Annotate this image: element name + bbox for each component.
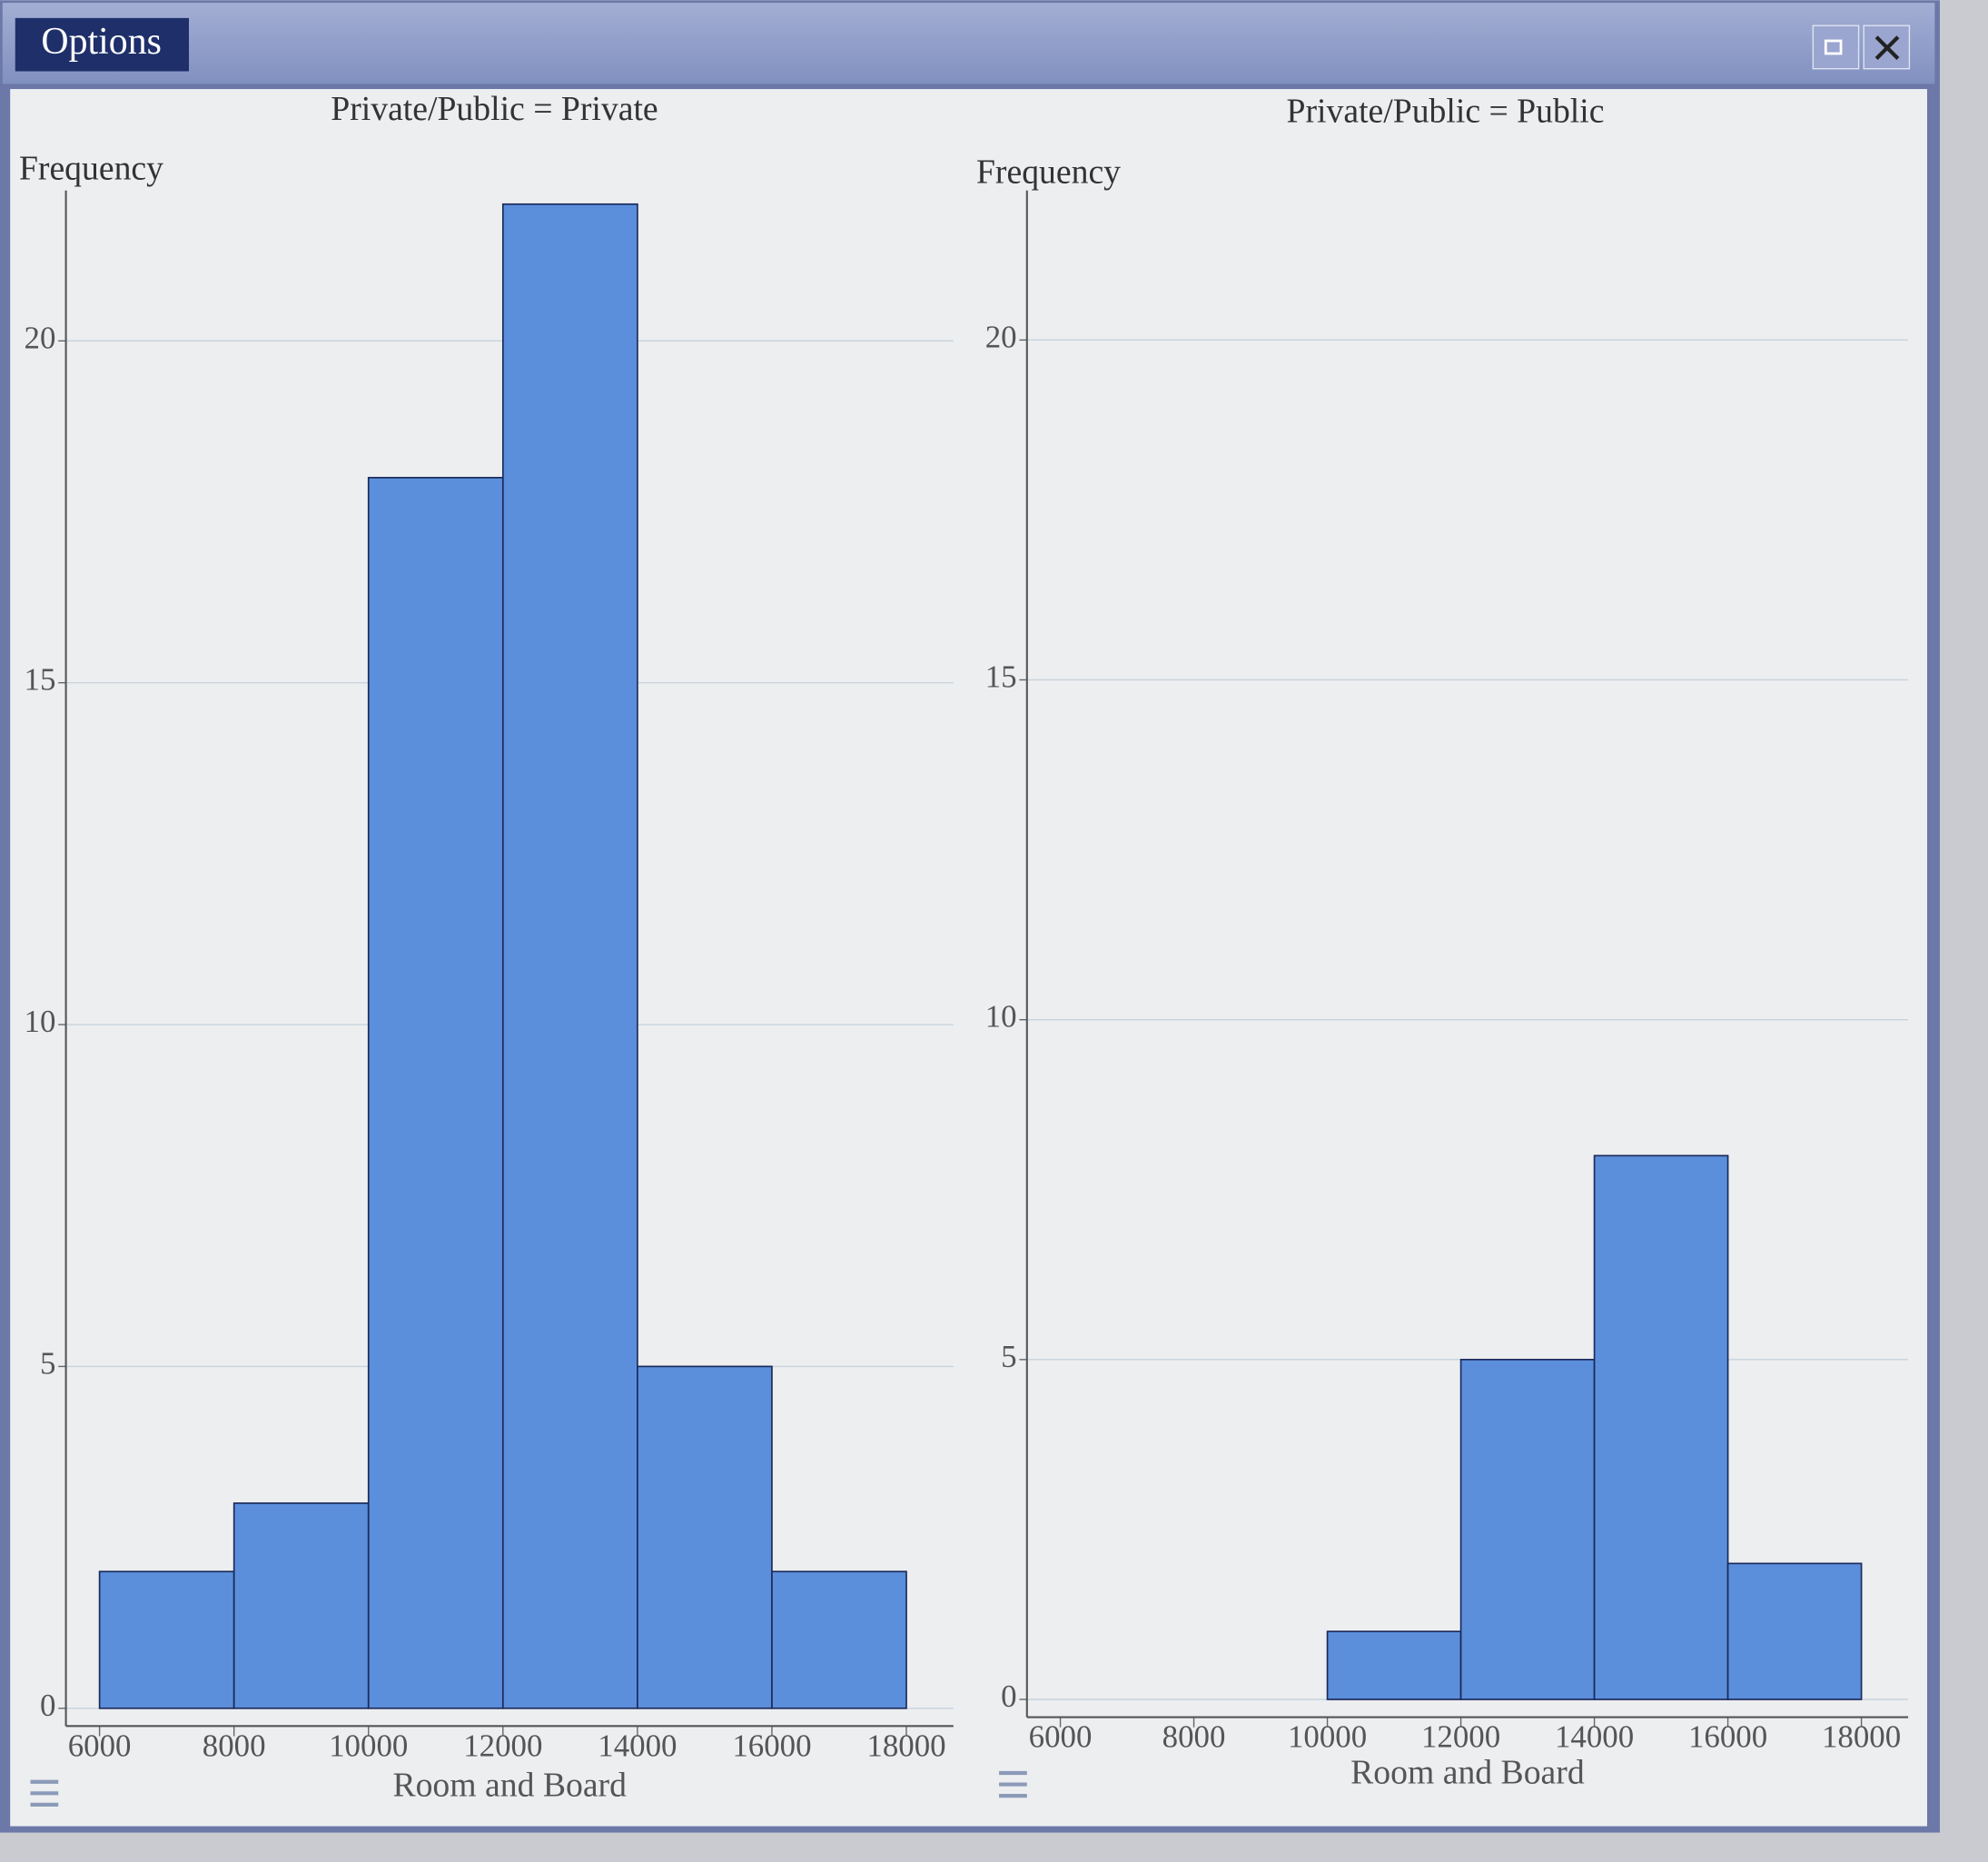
options-button[interactable] <box>15 17 190 72</box>
restore-icon <box>1824 39 1843 55</box>
histogram-bar <box>1593 1154 1729 1700</box>
y-tick-label: 20 <box>985 319 1017 354</box>
x-tick-label: 6000 <box>68 1728 132 1763</box>
y-tick-label: 10 <box>25 1004 56 1039</box>
x-axis-label: Room and Board <box>1350 1753 1585 1791</box>
y-tick-label: 15 <box>25 662 56 698</box>
x-axis-label: Room and Board <box>392 1766 627 1804</box>
x-tick-label: 12000 <box>463 1728 542 1763</box>
x-tick-label: 10000 <box>329 1728 408 1763</box>
x-tick-label: 16000 <box>732 1728 811 1763</box>
histogram-bar <box>1326 1630 1462 1700</box>
y-axis-label: Frequency <box>19 149 163 187</box>
y-tick-label: 20 <box>25 320 56 355</box>
y-tick-label: 15 <box>985 659 1017 695</box>
histogram-bar <box>232 1502 370 1709</box>
x-tick-label: 10000 <box>1288 1719 1367 1755</box>
close-icon <box>1874 35 1900 61</box>
histogram-bar <box>1459 1359 1596 1700</box>
options-label[interactable]: Options <box>41 21 162 63</box>
y-tick-label: 0 <box>1001 1679 1016 1714</box>
x-tick-label: 6000 <box>1029 1719 1093 1755</box>
y-axis-label: Frequency <box>976 154 1121 192</box>
histogram-bar <box>501 203 638 1709</box>
histogram-bar <box>771 1570 907 1709</box>
chart-title: Private/Public = Public <box>1287 93 1605 131</box>
menu-icon[interactable] <box>30 1779 59 1807</box>
x-tick-label: 18000 <box>866 1728 945 1763</box>
x-tick-label: 8000 <box>1162 1719 1226 1755</box>
x-tick-label: 8000 <box>203 1728 266 1763</box>
x-tick-label: 14000 <box>598 1728 677 1763</box>
chart-title: Private/Public = Private <box>331 90 658 128</box>
histogram-bar <box>637 1365 773 1709</box>
y-tick-label: 5 <box>40 1345 55 1381</box>
y-tick-label: 10 <box>985 999 1017 1035</box>
x-tick-label: 16000 <box>1688 1719 1767 1755</box>
y-tick-label: 5 <box>1001 1339 1016 1374</box>
histogram-bar <box>98 1570 235 1709</box>
x-tick-label: 12000 <box>1421 1719 1500 1755</box>
histogram-bar <box>367 477 504 1709</box>
title-bar <box>2 3 1935 84</box>
menu-icon[interactable] <box>999 1770 1027 1798</box>
x-tick-label: 14000 <box>1555 1719 1634 1755</box>
histogram-bar <box>1726 1562 1863 1700</box>
x-tick-label: 18000 <box>1822 1719 1901 1755</box>
y-tick-label: 0 <box>40 1688 55 1723</box>
restore-button[interactable] <box>1812 25 1860 70</box>
